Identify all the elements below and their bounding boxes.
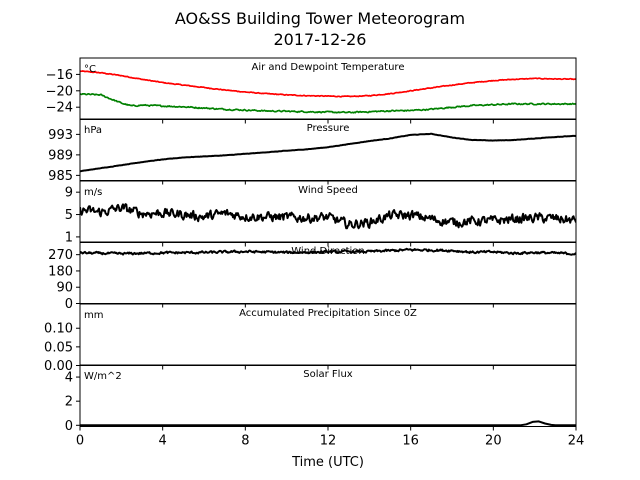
figure-subtitle: 2017-12-26 <box>274 30 367 49</box>
x-tick-label: 24 <box>568 434 585 449</box>
panels-group: −16−20 −24 Air and Dewpoint Temperature °C 9… <box>44 57 585 449</box>
y-tick-label: 993 <box>48 128 73 143</box>
panel-unit: m/s <box>84 187 102 198</box>
figure-title: AO&SS Building Tower Meteorogram <box>175 9 465 28</box>
panel-unit: W/m^2 <box>84 371 122 382</box>
panel-title: Air and Dewpoint Temperature <box>252 62 405 73</box>
series-line-solar-0 <box>80 420 576 427</box>
y-tick-label: 2 <box>65 395 73 410</box>
y-tick-label: −20 <box>46 84 73 99</box>
panel-title: Accumulated Precipitation Since 0Z <box>239 308 417 319</box>
series-line-wind_speed-0 <box>80 203 576 230</box>
y-tick-label: 0 <box>65 297 73 312</box>
y-tick-label: 90 <box>56 281 73 296</box>
y-tick-label: 0.05 <box>44 340 73 355</box>
x-tick-label: 20 <box>485 434 502 449</box>
x-tick-label: 4 <box>159 434 167 449</box>
y-tick-label: 0.00 <box>44 359 73 374</box>
panel-precipitation: 0.10 0.05 0.00 Accumulated Precipitation Si… <box>44 303 577 374</box>
series-line-temperature-1 <box>80 92 576 114</box>
panel-pressure: 993 989 985 Pressure hPa <box>48 118 577 185</box>
y-tick-label: 1 <box>65 230 73 245</box>
y-tick-label: 0 <box>65 419 73 434</box>
panel-title: Pressure <box>307 123 350 134</box>
y-tick-label: −16 <box>46 68 73 83</box>
panel-title: Solar Flux <box>303 369 353 380</box>
y-tick-label: 180 <box>48 264 73 279</box>
panel-unit: mm <box>84 310 103 321</box>
y-tick-label: 985 <box>48 169 73 184</box>
series-line-wind_direction-0 <box>80 247 576 256</box>
panel-solar: 4 2 0 Solar Flux W/m^2 <box>65 364 577 434</box>
x-tick-label: 8 <box>241 434 249 449</box>
panel-title: Wind Speed <box>298 185 358 196</box>
y-tick-label: 9 <box>65 186 73 201</box>
panel-title: Wind Direction <box>291 246 365 257</box>
panel-wind_speed: 9 5 1 Wind Speed m/s <box>65 180 577 247</box>
y-tick-label: 5 <box>65 208 73 223</box>
series-line-pressure-0 <box>80 132 576 173</box>
panel-unit: hPa <box>84 125 102 136</box>
y-tick-label: 989 <box>48 148 73 163</box>
panel-unit: °C <box>84 64 96 75</box>
x-tick-label: 16 <box>402 434 419 449</box>
y-tick-label: 0.10 <box>44 322 73 337</box>
x-tick-label: 0 <box>76 434 84 449</box>
x-tick-label: 12 <box>320 434 337 449</box>
y-tick-label: 4 <box>65 371 73 386</box>
series-line-temperature-0 <box>80 70 576 98</box>
panel-temperature: −16−20 −24 Air and Dewpoint Temperature °C <box>46 57 577 124</box>
x-axis-label: Time (UTC) <box>291 455 364 470</box>
y-tick-label: 270 <box>48 248 73 263</box>
y-tick-label: −24 <box>46 101 73 116</box>
